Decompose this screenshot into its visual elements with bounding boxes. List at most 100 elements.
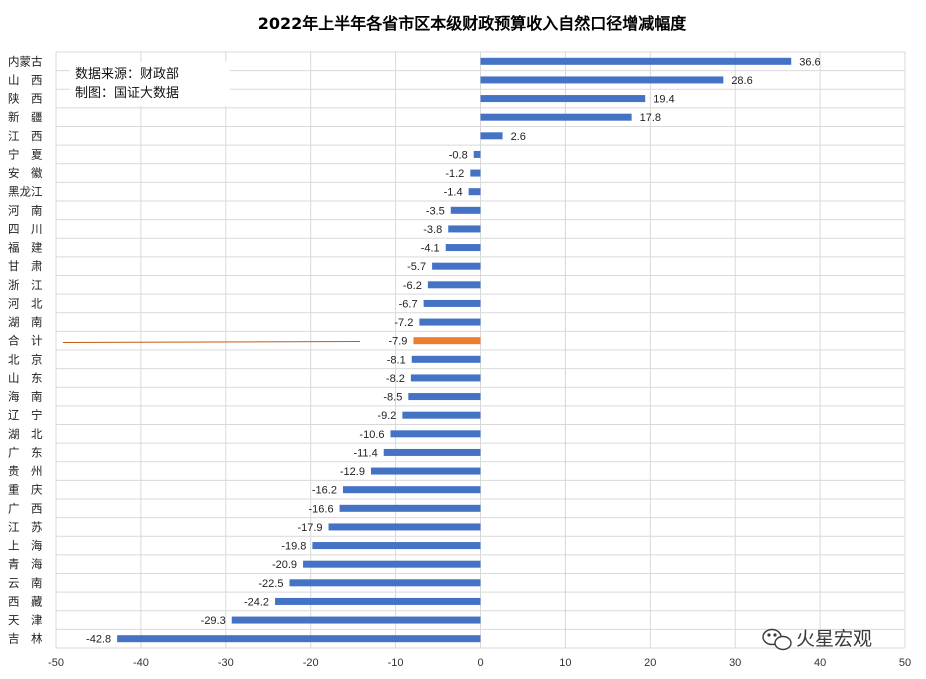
category-label: 江 苏 [8,520,43,534]
value-label: -16.6 [308,503,333,515]
x-tick-label: -50 [48,657,64,669]
bar [480,57,792,65]
x-tick-label: 10 [559,657,571,669]
category-label: 江 西 [8,129,43,143]
x-tick-label: 40 [814,657,826,669]
value-labels: 36.6 28.6 19.4 17.8 2.6 -0.8 -1.2 -1.4 -3.5 -3.8 -… [86,56,821,645]
value-label: 19.4 [653,94,674,106]
value-label: -0.8 [449,149,468,161]
value-label: -3.8 [423,224,442,236]
bar [480,76,724,84]
value-label: 2.6 [511,131,526,143]
value-label: -10.6 [359,429,384,441]
bar [423,299,481,307]
bar [432,262,481,270]
value-label: -7.2 [394,317,413,329]
value-label: -6.2 [403,280,422,292]
bar [303,560,481,568]
x-tick-label: 20 [644,657,656,669]
category-label: 河 南 [8,203,43,217]
bar [402,411,481,419]
category-label: 天 津 [8,613,43,627]
value-label: -1.2 [445,168,464,180]
bar [408,393,481,401]
bar [328,523,481,531]
value-label: -12.9 [340,466,365,478]
category-label: 山 东 [8,371,43,385]
value-label: -5.7 [407,261,426,273]
category-label: 内蒙古 [8,54,43,68]
bar [411,355,481,363]
category-label: 北 京 [8,352,43,366]
x-tick-label: -10 [388,657,404,669]
value-label: -7.9 [388,336,407,348]
category-label: 合 计 [8,334,43,348]
watermark: 火星宏观 [762,628,872,651]
category-label: 辽 宁 [8,408,43,422]
x-tick-labels: -50 -40 -30 -20 -10 0 10 20 30 40 50 [48,657,911,669]
value-label: -8.5 [383,392,402,404]
bar [342,486,481,494]
x-tick-label: 30 [729,657,741,669]
bar [480,113,632,121]
bar [390,430,481,438]
category-label: 重 庆 [8,483,43,497]
bar [312,542,481,550]
bar [339,504,481,512]
source-annotation: 数据来源：财政部 [75,67,179,82]
bar [289,579,481,587]
category-label: 新 疆 [8,110,43,124]
value-label: -29.3 [201,615,226,627]
value-label: -24.2 [244,596,269,608]
maker-annotation: 制图：国证大数据 [75,86,179,101]
watermark-text: 火星宏观 [796,628,872,650]
category-label: 广 西 [8,501,43,515]
value-label: -16.2 [312,485,337,497]
value-label: 17.8 [640,112,661,124]
bar [419,318,481,326]
x-tick-label: 0 [477,657,483,669]
value-label: -17.9 [297,522,322,534]
bar [383,448,481,456]
bar [470,169,481,177]
value-label: -3.5 [426,205,445,217]
bars [117,57,792,643]
x-tick-label: 50 [899,657,911,669]
category-label: 河 北 [8,296,43,310]
bar [275,597,481,605]
bar [410,374,481,382]
value-label: -22.5 [258,578,283,590]
value-label: -4.1 [421,243,440,255]
value-label: -11.4 [353,447,377,459]
category-label: 甘 肃 [8,259,43,273]
category-label: 湖 北 [8,427,43,441]
category-label: 黑龙江 [8,185,43,199]
x-tick-label: -20 [303,657,319,669]
bar [370,467,481,475]
category-label: 陕 西 [8,92,43,106]
category-label: 安 徽 [8,166,43,180]
value-label: -9.2 [377,410,396,422]
category-label: 宁 夏 [8,147,43,161]
bar [468,188,481,196]
value-label: -42.8 [86,634,111,646]
x-tick-label: -40 [133,657,149,669]
x-tick-label: -30 [218,657,234,669]
value-label: -20.9 [272,559,297,571]
category-label: 湖 南 [8,315,43,329]
category-label: 吉 林 [8,632,43,646]
source-box [70,62,230,106]
wechat-icon [762,628,792,651]
category-label: 青 海 [8,557,43,571]
category-label: 云 南 [8,576,43,590]
bar [448,225,481,233]
bar [480,95,646,103]
bar [445,244,481,252]
category-label: 广 东 [8,445,43,459]
bar [473,150,481,158]
value-label: -1.4 [444,187,463,199]
category-label: 西 藏 [8,594,43,608]
category-label: 四 川 [8,222,43,236]
